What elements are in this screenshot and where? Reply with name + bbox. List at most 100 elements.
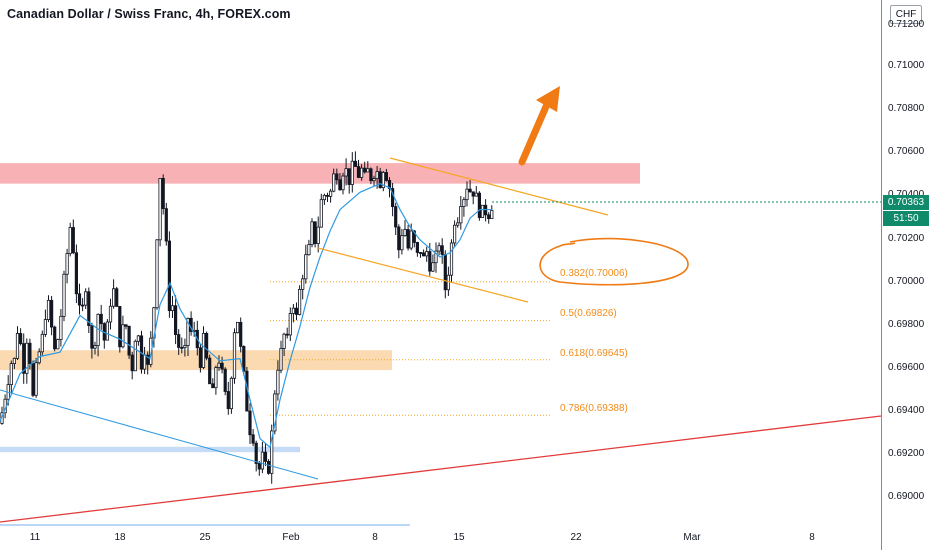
candle-body xyxy=(310,221,314,246)
candle-body xyxy=(43,319,48,335)
bar-countdown-badge: 51:50 xyxy=(883,211,929,226)
candle-body xyxy=(285,333,289,336)
candle-body xyxy=(474,192,478,197)
candle-body xyxy=(87,291,91,327)
candle-body xyxy=(459,206,463,224)
candle-body xyxy=(471,191,475,197)
currency-button[interactable]: CHF xyxy=(890,5,922,24)
candle-body xyxy=(133,340,137,372)
candle-body xyxy=(307,244,311,256)
fib-label-0382: 0.382(0.70006) xyxy=(560,268,628,279)
candle-body xyxy=(412,230,416,243)
candle-body xyxy=(465,188,469,201)
candle-body xyxy=(115,288,119,307)
candle-body xyxy=(146,354,150,365)
candle-body xyxy=(279,347,283,371)
candle-body xyxy=(81,304,85,307)
candle-body xyxy=(375,171,379,179)
price-tick: 0.70400 xyxy=(888,189,924,200)
candle-body xyxy=(93,345,97,349)
candle-body xyxy=(415,242,420,253)
price-tick: 0.70000 xyxy=(888,276,925,287)
candle-body xyxy=(356,166,361,178)
candle-body xyxy=(332,173,336,192)
candle-body xyxy=(480,204,485,218)
candle-body xyxy=(77,293,82,306)
candle-body xyxy=(378,171,382,189)
candle-body xyxy=(74,252,78,295)
candle-body xyxy=(173,305,178,335)
candle-body xyxy=(313,221,317,244)
candle-body xyxy=(341,175,345,191)
price-tick: 0.69400 xyxy=(888,405,925,416)
candle-body xyxy=(449,242,454,276)
candle-body xyxy=(164,208,168,242)
candle-body xyxy=(31,363,35,396)
price-tick: 0.71200 xyxy=(888,19,925,30)
candle-body xyxy=(50,299,54,328)
candle-body xyxy=(84,291,88,306)
candle-body xyxy=(263,451,268,462)
candle-body xyxy=(325,194,330,197)
candle-body xyxy=(437,245,441,252)
candle-body xyxy=(56,339,60,350)
candle-body xyxy=(406,229,410,249)
candle-body xyxy=(276,369,280,395)
candle-body xyxy=(204,332,209,359)
breakout-arrow-head xyxy=(536,86,560,112)
candle-body xyxy=(220,362,224,370)
candle-body xyxy=(291,307,296,314)
candle-body xyxy=(266,461,271,474)
candle-body xyxy=(34,362,38,396)
chart-title: Canadian Dollar / Swiss Franc, 4h, FOREX… xyxy=(7,7,291,21)
candle-body xyxy=(273,393,277,432)
candle-body xyxy=(400,235,404,251)
time-tick: 11 xyxy=(29,532,41,543)
candle-body xyxy=(46,299,51,320)
price-tick: 0.70200 xyxy=(888,233,925,244)
candle-body xyxy=(226,391,230,410)
candle-body xyxy=(183,345,187,348)
channel-upper-line xyxy=(389,157,609,216)
candle-body xyxy=(282,333,286,349)
price-tick: 0.69800 xyxy=(888,319,925,330)
candle-body xyxy=(260,451,265,470)
candle-body xyxy=(15,333,20,359)
price-tick: 0.69200 xyxy=(888,448,925,459)
candle-body xyxy=(387,180,392,189)
candle-body xyxy=(487,214,491,220)
candle-body xyxy=(9,363,13,386)
time-tick: Mar xyxy=(683,532,701,543)
candle-body xyxy=(211,383,215,389)
candle-body xyxy=(18,333,23,344)
time-tick: 18 xyxy=(114,532,126,543)
candle-body xyxy=(446,274,451,291)
candle-body xyxy=(452,224,457,244)
candle-body xyxy=(12,357,16,364)
candle-body xyxy=(180,347,184,349)
candle-body xyxy=(71,227,75,254)
time-tick: 8 xyxy=(809,532,815,543)
candle-body xyxy=(316,226,320,244)
candle-body xyxy=(242,346,246,372)
candle-body xyxy=(366,168,370,173)
channel-lower-line xyxy=(317,247,529,303)
candle-body xyxy=(65,253,69,275)
candle-body xyxy=(53,326,57,350)
fib-label-05: 0.5(0.69826) xyxy=(560,308,617,319)
candle-body xyxy=(490,210,494,220)
candle-body xyxy=(384,172,389,181)
candle-body xyxy=(112,288,116,307)
candle-body xyxy=(254,442,258,464)
candle-body xyxy=(25,342,29,374)
candle-body xyxy=(217,362,221,368)
candle-body xyxy=(397,226,401,251)
candle-body xyxy=(40,333,44,353)
breakout-arrow-shaft xyxy=(518,98,552,166)
time-tick: Feb xyxy=(282,532,300,543)
candle-body xyxy=(177,334,181,348)
candle-body xyxy=(239,321,243,347)
candle-body xyxy=(186,317,190,346)
